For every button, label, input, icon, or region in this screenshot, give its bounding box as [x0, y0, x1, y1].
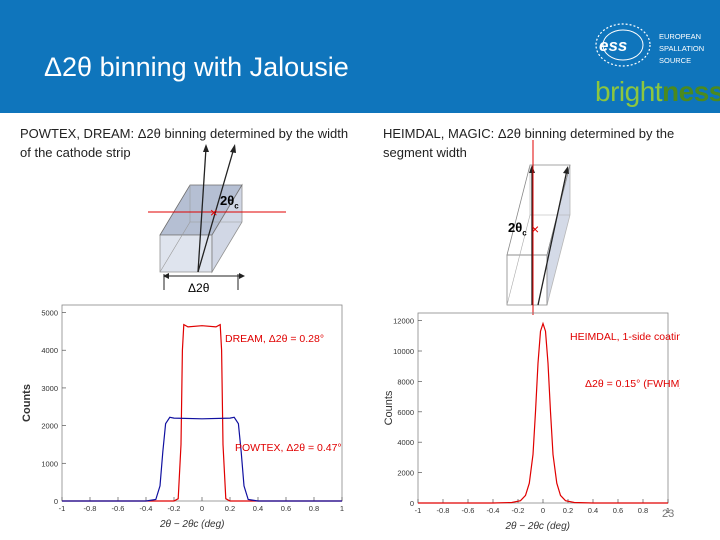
- y-tick-label: 12000: [393, 317, 414, 326]
- x-tick-label: -0.8: [84, 504, 97, 513]
- x-tick-label: 1: [340, 504, 344, 513]
- x-tick-label: -0.6: [462, 506, 475, 515]
- x-tick-label: -0.6: [112, 504, 125, 513]
- annotation-label: HEIMDAL, 1-side coating: [570, 331, 680, 343]
- y-tick-label: 3000: [41, 384, 58, 393]
- x-tick-label: -0.4: [140, 504, 153, 513]
- right-caption: HEIMDAL, MAGIC: Δ2θ binning determined b…: [383, 126, 675, 160]
- x-axis-label: 2θ − 2θc (deg): [159, 519, 225, 530]
- right-theta-label: 2θc: [508, 220, 527, 238]
- x-tick-label: 1: [666, 506, 670, 515]
- y-tick-label: 4000: [41, 346, 58, 355]
- svg-text:×: ×: [210, 205, 218, 220]
- x-tick-label: 0: [200, 504, 204, 513]
- series-line: [62, 416, 342, 502]
- series-line: [62, 323, 342, 502]
- x-tick-label: -0.2: [168, 504, 181, 513]
- slide-title: Δ2θ binning with Jalousie: [44, 52, 349, 82]
- y-axis-label: Counts: [383, 390, 395, 425]
- y-tick-label: 4000: [397, 438, 414, 447]
- logo-line-1: EUROPEAN: [659, 32, 702, 41]
- segment-diagram: [506, 164, 571, 306]
- x-tick-label: 0.8: [309, 504, 319, 513]
- x-tick-label: 0.6: [613, 506, 623, 515]
- y-axis-label: Counts: [21, 384, 33, 422]
- x-tick-label: -0.2: [512, 506, 525, 515]
- y-tick-label: 10000: [393, 347, 414, 356]
- page-number: 23: [662, 508, 675, 520]
- y-tick-label: 1000: [41, 459, 58, 468]
- x-tick-label: 0.6: [281, 504, 291, 513]
- logo-line-3: SOURCE: [659, 56, 692, 65]
- x-tick-label: -1: [415, 506, 422, 515]
- x-axis-label: 2θ − 2θc (deg): [505, 521, 571, 532]
- x-tick-label: 0.8: [638, 506, 648, 515]
- chart-dream-powtex: 0 1000 2000 3000 4000 5000 -1 -0.8 -0.6 -0.4 -0.2 0…: [21, 304, 344, 530]
- logo-ess-text: ess: [599, 36, 628, 55]
- delta-width-arrow: [163, 273, 245, 279]
- x-tick-label: 0: [541, 506, 545, 515]
- delta-theta-label: Δ2θ: [188, 281, 210, 295]
- left-caption: POWTEX, DREAM: Δ2θ binning determined by…: [20, 126, 349, 160]
- x-tick-label: 0.2: [225, 504, 235, 513]
- y-tick-label: 2000: [41, 422, 58, 431]
- cathode-strip-diagram: ×: [148, 144, 286, 290]
- logo-brightness: brightness: [595, 76, 720, 107]
- x-tick-label: -1: [59, 504, 66, 513]
- logo-line-2: SPALLATION: [659, 44, 705, 53]
- x-tick-label: 0.2: [563, 506, 573, 515]
- header-bar: Δ2θ binning with Jalousie ess EUROPEAN S…: [0, 0, 720, 113]
- segment-red-line: [532, 140, 534, 315]
- right-theta-marker: ×: [531, 221, 540, 237]
- x-tick-label: 0.4: [588, 506, 598, 515]
- x-tick-label: -0.4: [487, 506, 500, 515]
- series-line: [418, 321, 668, 504]
- chart-heimdal: 0 2000 4000 6000 8000 10000 12000 -1 -0.8 -0.6 -0.…: [383, 312, 680, 532]
- x-tick-label: 0.4: [253, 504, 263, 513]
- y-tick-label: 0: [410, 499, 414, 508]
- y-tick-label: 0: [54, 497, 58, 506]
- annotation-label: POWTEX, Δ2θ = 0.47°: [235, 442, 342, 454]
- annotation-label: DREAM, Δ2θ = 0.28°: [225, 333, 324, 345]
- left-theta-label: 2θc: [220, 193, 239, 211]
- y-tick-label: 6000: [397, 408, 414, 417]
- y-tick-label: 5000: [41, 309, 58, 318]
- ess-logo-icon: [595, 23, 651, 67]
- ess-logo: ess EUROPEAN SPALLATION SOURCE brightnes…: [593, 22, 720, 107]
- annotation-label: Δ2θ = 0.15° (FWHM): [585, 378, 680, 390]
- x-tick-label: -0.8: [437, 506, 450, 515]
- y-tick-label: 8000: [397, 377, 414, 386]
- y-tick-label: 2000: [397, 469, 414, 478]
